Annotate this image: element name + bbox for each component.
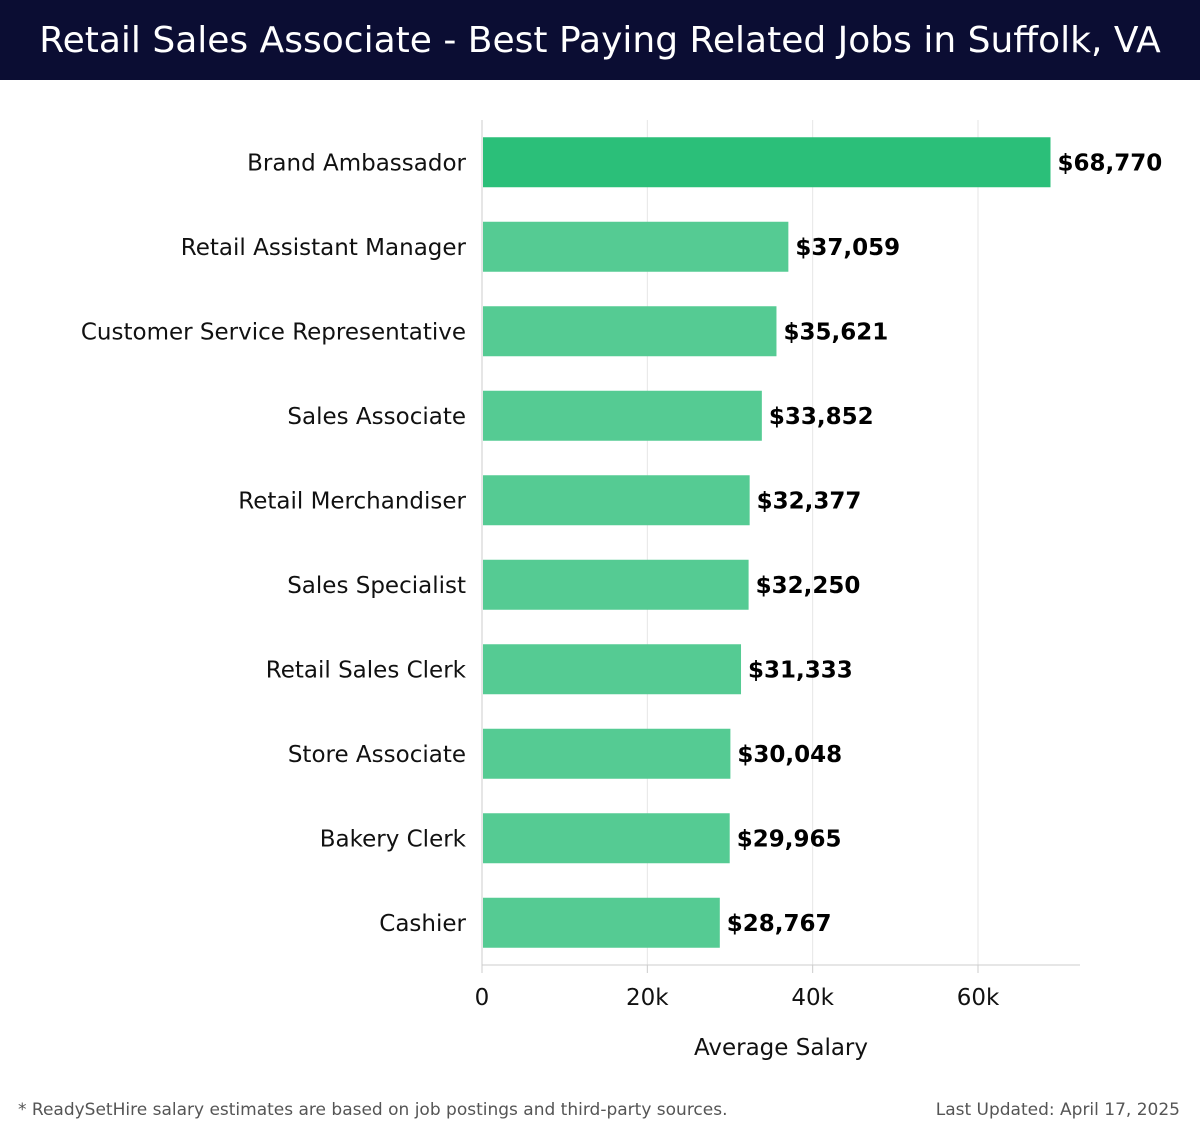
bar [483, 475, 750, 526]
value-label: $32,250 [756, 573, 861, 599]
category-label: Sales Specialist [287, 573, 466, 599]
header-bar: Retail Sales Associate - Best Paying Rel… [0, 0, 1200, 80]
value-label: $33,852 [769, 404, 874, 430]
value-label: $29,965 [737, 826, 842, 852]
value-label: $30,048 [737, 742, 842, 768]
x-tick-label: 40k [791, 985, 834, 1011]
bar [483, 221, 789, 272]
last-updated: Last Updated: April 17, 2025 [935, 1100, 1180, 1120]
bar [483, 390, 762, 441]
bar [483, 813, 730, 864]
category-label: Retail Assistant Manager [181, 235, 467, 261]
category-label: Sales Associate [287, 404, 466, 430]
footnote: * ReadySetHire salary estimates are base… [18, 1100, 728, 1120]
bar [483, 897, 720, 948]
bar [483, 137, 1051, 188]
x-tick-label: 60k [957, 985, 1000, 1011]
bar [483, 728, 731, 779]
category-label: Customer Service Representative [81, 319, 466, 345]
x-tick-label: 20k [626, 985, 669, 1011]
category-label: Cashier [379, 911, 466, 937]
value-label: $37,059 [795, 235, 900, 261]
x-axis-title: Average Salary [694, 1035, 868, 1061]
value-label: $28,767 [727, 911, 832, 937]
value-label: $31,333 [748, 657, 853, 683]
category-label: Store Associate [288, 742, 466, 768]
value-label: $32,377 [757, 488, 862, 514]
category-label: Retail Sales Clerk [266, 657, 467, 683]
value-label: $35,621 [783, 319, 888, 345]
bar [483, 306, 777, 357]
category-label: Retail Merchandiser [238, 488, 466, 514]
bar [483, 644, 742, 695]
salary-bar-chart: Brand Ambassador $68,770 Retail Assistant … [81, 120, 1162, 1061]
chart-title: Retail Sales Associate - Best Paying Rel… [39, 19, 1161, 61]
x-tick-label: 0 [475, 985, 490, 1011]
category-label: Brand Ambassador [247, 150, 466, 176]
category-label: Bakery Clerk [320, 826, 467, 852]
value-label: $68,770 [1057, 150, 1162, 176]
bar [483, 559, 749, 610]
